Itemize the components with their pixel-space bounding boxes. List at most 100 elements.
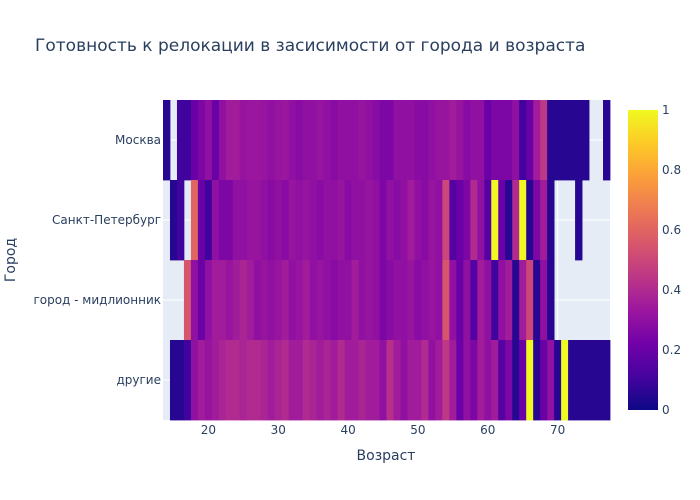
- heatmap-cell: [288, 340, 297, 421]
- heatmap-cell: [526, 100, 534, 181]
- heatmap-cell: [302, 180, 311, 261]
- x-tick-label: 50: [410, 423, 425, 437]
- x-tick-label: 30: [271, 423, 286, 437]
- heatmap-cell: [190, 340, 199, 421]
- heatmap-cell: [505, 100, 513, 181]
- heatmap-cell: [197, 340, 206, 421]
- heatmap-cell: [351, 260, 359, 341]
- heatmap-cell: [421, 100, 429, 181]
- heatmap-cell: [442, 340, 450, 421]
- heatmap-cell: [372, 100, 380, 181]
- heatmap-cell: [253, 260, 262, 341]
- heatmap-cell: [498, 100, 506, 181]
- heatmap-cell: [239, 260, 248, 341]
- heatmap-cell: [204, 260, 213, 341]
- heatmap-cell: [505, 180, 513, 261]
- colorbar-ticks: 0 0.2 0.4 0.6 0.8 1: [662, 103, 681, 417]
- y-tick-label: Москва: [115, 133, 161, 147]
- heatmap-cell: [512, 340, 520, 421]
- heatmap-cell: [505, 260, 513, 341]
- chart-title: Готовность к релокации в засисимости от …: [35, 36, 585, 56]
- heatmap-cell: [603, 340, 611, 421]
- heatmap-cell: [260, 340, 269, 421]
- heatmap-cell: [603, 100, 611, 181]
- heatmap-cell: [540, 180, 548, 261]
- heatmap-cell: [477, 100, 485, 181]
- heatmap-cell: [407, 180, 415, 261]
- heatmap-cell: [365, 340, 373, 421]
- heatmap-cell: [512, 180, 520, 261]
- y-axis-ticks: Москва Санкт-Петербург город - мидлионник д…: [33, 133, 161, 387]
- heatmap-cell: [470, 260, 478, 341]
- heatmap-cell: [435, 340, 443, 421]
- heatmap-cell: [204, 340, 213, 421]
- heatmap-cell: [204, 180, 213, 261]
- heatmap-cell: [344, 260, 352, 341]
- heatmap-cell: [218, 340, 227, 421]
- heatmap-cell: [232, 340, 241, 421]
- heatmap-cell: [309, 340, 318, 421]
- heatmap-cell: [218, 260, 227, 341]
- heatmap-cell: [456, 100, 464, 181]
- heatmap-cell: [281, 260, 290, 341]
- heatmap-cell: [547, 260, 555, 341]
- heatmap-cell: [232, 260, 241, 341]
- heatmap-cell: [295, 180, 304, 261]
- heatmap-cell: [575, 180, 583, 261]
- x-tick-label: 20: [201, 423, 216, 437]
- heatmap-cell: [316, 260, 325, 341]
- heatmap-cell: [540, 340, 548, 421]
- heatmap-cell: [330, 340, 339, 421]
- heatmap-cell: [330, 260, 339, 341]
- heatmap-cell: [393, 100, 401, 181]
- heatmap-cell: [400, 340, 408, 421]
- heatmap-cell: [183, 260, 192, 341]
- heatmap-cell: [400, 100, 408, 181]
- heatmap-cell: [288, 100, 297, 181]
- heatmap-cell: [526, 180, 534, 261]
- heatmap-cell: [477, 260, 485, 341]
- heatmap-cell: [246, 340, 255, 421]
- heatmap-cell: [323, 100, 332, 181]
- heatmap-cell: [463, 340, 471, 421]
- heatmap-cell: [190, 260, 199, 341]
- colorbar-tick-label: 0.8: [662, 163, 681, 177]
- heatmap-cell: [477, 340, 485, 421]
- heatmap-cell: [176, 340, 185, 421]
- heatmap-cell: [463, 260, 471, 341]
- heatmap-cell: [414, 340, 422, 421]
- heatmap-cell: [211, 340, 220, 421]
- heatmap-cell: [197, 180, 206, 261]
- heatmap-cell: [197, 100, 206, 181]
- heatmap-cell: [414, 180, 422, 261]
- heatmap-cell: [491, 100, 499, 181]
- heatmap-cell: [428, 180, 436, 261]
- heatmap-cell: [246, 100, 255, 181]
- heatmap-cell: [211, 100, 220, 181]
- heatmap-cell: [288, 180, 297, 261]
- colorbar-tick-label: 1: [662, 103, 670, 117]
- heatmap-cell: [421, 260, 429, 341]
- heatmap-cell: [442, 180, 450, 261]
- heatmap-cell: [358, 260, 366, 341]
- heatmap-cell: [561, 100, 569, 181]
- heatmap-cell: [470, 180, 478, 261]
- heatmap-cell: [386, 340, 394, 421]
- heatmap-cell: [554, 340, 562, 421]
- heatmap-cell: [176, 180, 185, 261]
- heatmap-cell: [281, 100, 290, 181]
- heatmap-cell: [337, 100, 345, 181]
- x-axis-title: Возраст: [357, 448, 416, 464]
- heatmap-cell: [218, 100, 227, 181]
- heatmap-cell: [253, 340, 262, 421]
- heatmap-cell: [540, 260, 548, 341]
- heatmap-cell: [533, 340, 541, 421]
- heatmap-cell: [519, 180, 527, 261]
- heatmap-cell: [267, 100, 276, 181]
- heatmap-cell: [218, 180, 227, 261]
- heatmap-cell: [456, 260, 464, 341]
- heatmap-cell: [568, 100, 576, 181]
- heatmap-cell: [309, 100, 318, 181]
- colorbar-tick-label: 0.6: [662, 223, 681, 237]
